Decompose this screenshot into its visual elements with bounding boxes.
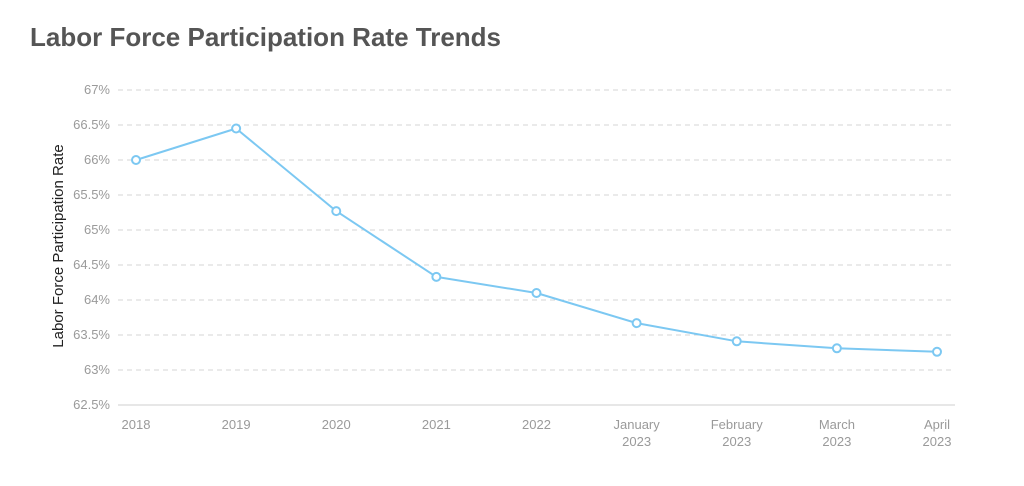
y-tick-label: 66.5% (73, 117, 110, 132)
y-tick-label: 63% (84, 362, 110, 377)
y-tick-label: 64% (84, 292, 110, 307)
data-point[interactable] (431, 271, 442, 282)
y-tick-label: 62.5% (73, 397, 110, 412)
data-point[interactable] (131, 155, 141, 165)
x-tick-label: April 2023 (923, 417, 952, 449)
data-point[interactable] (231, 123, 242, 134)
y-tick-label: 65% (84, 222, 110, 237)
x-tick-label: January 2023 (614, 417, 661, 449)
series-layer (131, 123, 942, 357)
data-point[interactable] (932, 346, 942, 357)
y-tick-label: 66% (84, 152, 110, 167)
x-tick-label: 2021 (422, 417, 451, 432)
data-point[interactable] (831, 343, 842, 354)
grid-lines (118, 89, 955, 371)
y-tick-label: 63.5% (73, 327, 110, 342)
data-point[interactable] (631, 318, 642, 329)
y-tick-label: 67% (84, 82, 110, 97)
x-tick-label: 2020 (322, 417, 351, 432)
y-tick-label: 65.5% (73, 187, 110, 202)
x-tick-label: March 2023 (819, 417, 855, 449)
y-axis-title: Labor Force Participation Rate (50, 144, 67, 347)
axes: 62.5% 63% 63.5% 64% 64.5% 65% 65.5% 66% 66.5% 67%… (73, 82, 955, 449)
chart-title: Labor Force Participation Rate Trends (30, 22, 501, 52)
x-tick-label: 2018 (122, 417, 151, 432)
y-tick-label: 64.5% (73, 257, 110, 272)
x-tick-label: 2022 (522, 417, 551, 432)
data-point[interactable] (331, 206, 342, 217)
x-tick-label: February 2023 (711, 417, 764, 449)
series-line (135, 127, 938, 353)
data-point[interactable] (531, 288, 542, 298)
x-tick-label: 2019 (222, 417, 251, 432)
data-point[interactable] (731, 336, 742, 347)
